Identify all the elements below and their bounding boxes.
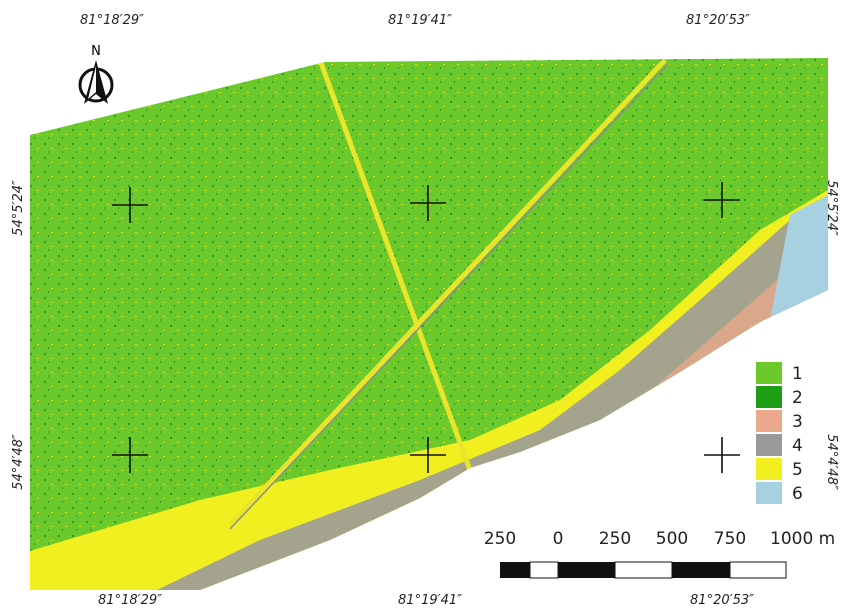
top-coord: 81°20′53″ bbox=[686, 13, 750, 28]
legend-label: 2 bbox=[792, 388, 803, 408]
scale-label: 250 bbox=[484, 529, 516, 549]
scale-label: 250 bbox=[599, 529, 631, 549]
legend-swatch bbox=[756, 410, 782, 432]
right-coord: 54°4′48″ bbox=[824, 434, 839, 490]
legend-swatch bbox=[756, 386, 782, 408]
left-coord: 54°5′24″ bbox=[11, 180, 26, 236]
right-coord: 54°5′24″ bbox=[824, 180, 839, 236]
legend: 1 2 3 4 5 6 bbox=[756, 362, 803, 504]
bottom-coord: 81°19′41″ bbox=[398, 593, 462, 608]
top-coord: 81°19′41″ bbox=[388, 13, 452, 28]
legend-label: 6 bbox=[792, 484, 803, 504]
scale-label: 750 bbox=[714, 529, 746, 549]
legend-swatch bbox=[756, 458, 782, 480]
legend-swatch bbox=[756, 434, 782, 456]
left-coord: 54°4′48″ bbox=[11, 434, 26, 490]
scale-label: 500 bbox=[656, 529, 688, 549]
legend-label: 4 bbox=[792, 436, 803, 456]
north-label: N bbox=[91, 44, 101, 59]
scale-bar: 250 0 250 500 750 1000 m bbox=[484, 529, 835, 578]
top-coord: 81°18′29″ bbox=[80, 13, 144, 28]
bottom-coord: 81°20′53″ bbox=[690, 593, 754, 608]
legend-label: 3 bbox=[792, 412, 803, 432]
scale-label: 0 bbox=[553, 529, 564, 549]
map-area bbox=[0, 0, 842, 608]
legend-swatch bbox=[756, 482, 782, 504]
legend-label: 1 bbox=[792, 364, 803, 384]
north-arrow: N bbox=[80, 44, 112, 104]
legend-swatch bbox=[756, 362, 782, 384]
legend-label: 5 bbox=[792, 460, 803, 480]
scale-label: 1000 m bbox=[770, 529, 835, 549]
bottom-coord: 81°18′29″ bbox=[98, 593, 162, 608]
map: N 81°18′29″ 81°19′41″ 81°20′53″ 81°18′29… bbox=[0, 0, 842, 608]
